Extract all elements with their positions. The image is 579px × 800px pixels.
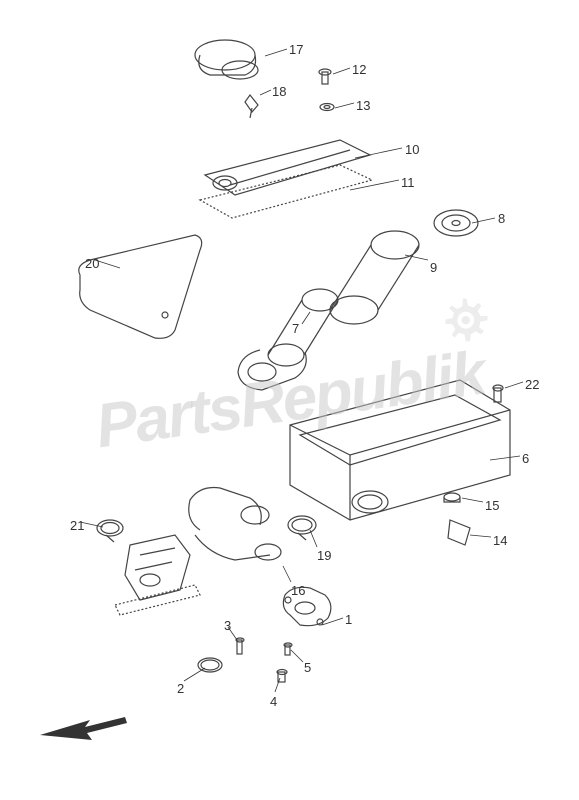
leader-lines	[0, 0, 579, 800]
part-label-4: 4	[270, 694, 277, 709]
part-label-2: 2	[177, 681, 184, 696]
part-label-7: 7	[292, 321, 299, 336]
part-label-1: 1	[345, 612, 352, 627]
part-label-21: 21	[70, 518, 84, 533]
part-label-9: 9	[430, 260, 437, 275]
exploded-diagram: PartsRepublik 12345678910111213141516171…	[0, 0, 579, 800]
direction-arrow	[35, 710, 135, 750]
part-label-17: 17	[289, 42, 303, 57]
part-label-13: 13	[356, 98, 370, 113]
part-label-10: 10	[405, 142, 419, 157]
part-label-19: 19	[317, 548, 331, 563]
part-label-6: 6	[522, 451, 529, 466]
part-label-3: 3	[224, 618, 231, 633]
part-label-18: 18	[272, 84, 286, 99]
part-label-11: 11	[401, 175, 415, 190]
part-label-20: 20	[85, 256, 99, 271]
part-label-8: 8	[498, 211, 505, 226]
part-label-14: 14	[493, 533, 507, 548]
part-label-16: 16	[291, 583, 305, 598]
part-label-22: 22	[525, 377, 539, 392]
part-label-12: 12	[352, 62, 366, 77]
part-label-15: 15	[485, 498, 499, 513]
part-label-5: 5	[304, 660, 311, 675]
